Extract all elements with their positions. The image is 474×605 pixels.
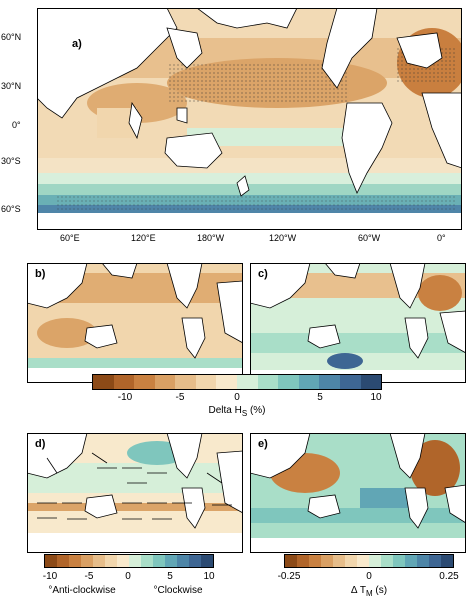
colorbar-dir-left-text: Anti-clockwise (52, 585, 116, 596)
colorbar-swatch (417, 555, 429, 567)
colorbar-dir-tick: 5 (167, 571, 173, 582)
colorbar-tm-label-unit: (s) (372, 585, 388, 596)
colorbar-dir-left-label: °Anti-clockwise (48, 585, 116, 596)
lat-tick-30s: 30°S (1, 156, 21, 166)
colorbar-dir-tick: -10 (42, 571, 58, 582)
lon-tick-60e: 60°E (60, 233, 80, 243)
colorbar-swatch (93, 555, 105, 567)
colorbar-swatch (360, 375, 382, 389)
panel-label-d: d) (35, 438, 46, 450)
colorbar-dir-right-text: Clockwise (157, 585, 203, 596)
colorbar-tm-tick: 0.25 (439, 571, 459, 582)
map-panel-a-graphic (37, 8, 462, 230)
map-panel-e-graphic (250, 433, 466, 553)
colorbar-dir-right-label: °Clockwise (153, 585, 203, 596)
colorbar-dir-tick: -5 (84, 571, 94, 582)
colorbar-swatch (69, 555, 81, 567)
colorbar-swatch (339, 375, 361, 389)
colorbar-tm-label-sub: M (365, 589, 373, 598)
lat-tick-60n: 60°N (1, 32, 22, 42)
colorbar-swatch (429, 555, 441, 567)
colorbar-hs-tick: 5 (317, 392, 323, 403)
map-panel-c-graphic (250, 263, 466, 383)
colorbar-tm-tick: -0.25 (277, 571, 301, 582)
colorbar-swatch (93, 375, 114, 389)
colorbar-swatch (113, 375, 135, 389)
colorbar-hs-tick: 0 (234, 392, 240, 403)
colorbar-swatch (237, 375, 258, 389)
map-panel-c (250, 263, 466, 383)
map-panel-d (27, 433, 243, 553)
colorbar-swatch (154, 375, 176, 389)
colorbar-swatch (195, 375, 217, 389)
colorbar-swatch (321, 555, 333, 567)
colorbar-swatch (57, 555, 69, 567)
map-panel-e (250, 433, 466, 553)
panel-label-e: e) (258, 438, 268, 450)
colorbar-hs-label-unit: (%) (247, 405, 266, 416)
colorbar-swatch (285, 555, 297, 567)
lon-tick-120w: 120°W (269, 233, 297, 243)
panel-label-c: c) (258, 268, 268, 280)
colorbar-swatch (105, 555, 117, 567)
colorbar-swatch (45, 555, 57, 567)
colorbar-swatch (297, 555, 309, 567)
colorbar-swatch (309, 555, 321, 567)
colorbar-swatch (177, 555, 189, 567)
lon-tick-120e: 120°E (131, 233, 156, 243)
colorbar-swatch (381, 555, 393, 567)
colorbar-swatch (201, 555, 213, 567)
map-panel-b-graphic (27, 263, 243, 383)
lon-tick-0: 0° (437, 233, 446, 243)
colorbar-hs-tick: 10 (370, 392, 382, 403)
colorbar-swatch (257, 375, 279, 389)
colorbar-swatch (369, 555, 381, 567)
colorbar-swatch (319, 375, 340, 389)
colorbar-swatch (278, 375, 299, 389)
colorbar-swatch (393, 555, 405, 567)
colorbar-swatch (141, 555, 153, 567)
lat-tick-30n: 30°N (1, 81, 22, 91)
map-panel-b (27, 263, 243, 383)
colorbar-swatch (357, 555, 369, 567)
panel-label-a: a) (72, 38, 82, 50)
colorbar-swatch (405, 555, 417, 567)
map-panel-a (37, 8, 462, 230)
colorbar-swatch (333, 555, 345, 567)
colorbar-swatch (298, 375, 320, 389)
colorbar-swatch (129, 555, 141, 567)
colorbar-tm-label: Δ TM (s) (351, 585, 387, 599)
colorbar-swatch (189, 555, 201, 567)
colorbar-swatch (134, 375, 155, 389)
colorbar-swatch (345, 555, 357, 567)
colorbar-dir-tick: 10 (203, 571, 215, 582)
colorbar-swatch (441, 555, 453, 567)
colorbar-hs-tick: -5 (175, 392, 185, 403)
colorbar-hs (92, 374, 382, 390)
lat-tick-0: 0° (12, 120, 21, 130)
colorbar-hs-label-text: Delta H (208, 405, 242, 416)
colorbar-dir (44, 554, 214, 568)
lat-tick-60s: 60°S (1, 204, 21, 214)
colorbar-hs-label-sub: S (241, 409, 248, 418)
lon-tick-180w: 180°W (197, 233, 225, 243)
colorbar-swatch (81, 555, 93, 567)
colorbar-swatch (175, 375, 196, 389)
colorbar-swatch (216, 375, 238, 389)
lon-tick-60w: 60°W (358, 233, 381, 243)
colorbar-tm (284, 554, 454, 568)
colorbar-tm-tick: 0 (366, 571, 372, 582)
colorbar-tm-label-text: Δ T (350, 585, 366, 596)
colorbar-swatch (117, 555, 129, 567)
colorbar-dir-tick: 0 (125, 571, 131, 582)
colorbar-swatch (165, 555, 177, 567)
map-panel-d-graphic (27, 433, 243, 553)
colorbar-swatch (153, 555, 165, 567)
colorbar-hs-label: Delta HS (%) (208, 405, 265, 419)
panel-label-b: b) (35, 268, 46, 280)
colorbar-hs-tick: -10 (117, 392, 133, 403)
